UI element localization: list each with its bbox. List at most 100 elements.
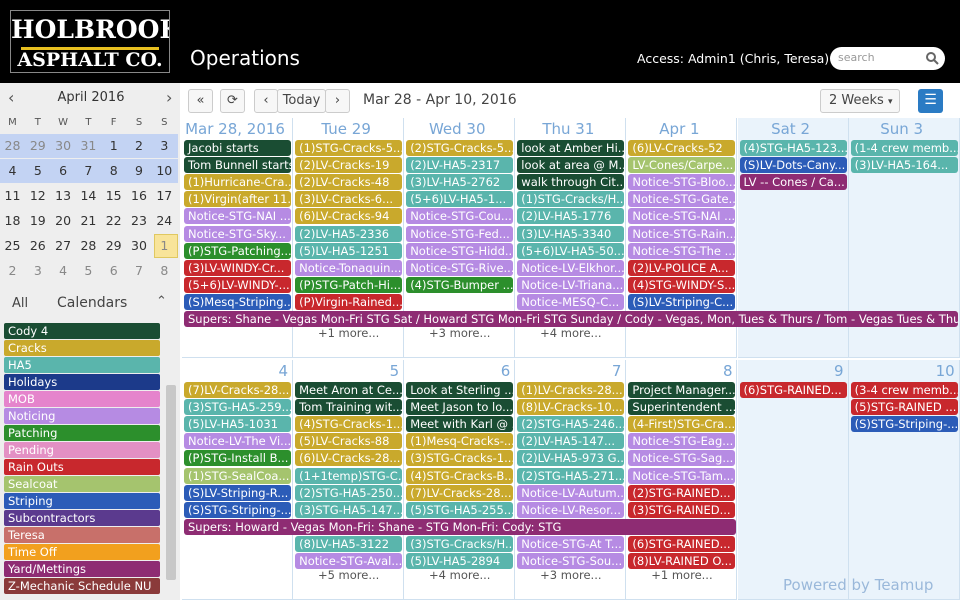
- mini-day[interactable]: 13: [55, 188, 72, 203]
- event[interactable]: (5)LV-HA5-1031: [184, 416, 292, 433]
- mini-day[interactable]: 2: [8, 263, 17, 278]
- event[interactable]: Meet with Karl @ ...: [406, 416, 514, 433]
- event[interactable]: (3)LV-WINDY-Cr...: [184, 259, 292, 276]
- event[interactable]: (P)STG-Patch-Hi...: [295, 276, 403, 293]
- more-link[interactable]: +4 more...: [429, 568, 491, 583]
- event[interactable]: (8)LV-Cracks-10...: [517, 399, 625, 416]
- event[interactable]: LV -- Cones / Ca...: [739, 174, 847, 191]
- mini-day[interactable]: 3: [33, 263, 42, 278]
- calendar-item[interactable]: Subcontractors: [4, 510, 160, 526]
- event[interactable]: (6)STG-RAINED...: [628, 535, 736, 552]
- event[interactable]: (S)Mesq-Striping...: [184, 293, 292, 310]
- event[interactable]: (1)STG-SealCoa...: [184, 467, 292, 484]
- event[interactable]: (P)Virgin-Rained...: [295, 293, 403, 310]
- mini-day[interactable]: 1: [109, 138, 118, 153]
- event[interactable]: Notice-STG-Sky...: [184, 225, 292, 242]
- event[interactable]: (4)STG-WINDY-S...: [628, 276, 736, 293]
- event[interactable]: (3)LV-HA5-3340: [517, 225, 625, 242]
- event[interactable]: walk through Cit...: [517, 174, 625, 191]
- more-link[interactable]: +1 more...: [317, 326, 380, 341]
- mini-day[interactable]: 27: [55, 238, 72, 253]
- event[interactable]: (1-4 crew memb...: [850, 140, 958, 156]
- event[interactable]: Notice-STG-Bloo...: [628, 174, 736, 191]
- event[interactable]: (5+6)LV-HA5-1...: [406, 191, 514, 208]
- view-select[interactable]: 2 Weeks ▾: [820, 89, 900, 113]
- mini-day[interactable]: 22: [105, 213, 122, 228]
- event[interactable]: (1)STG-Cracks-5...: [295, 140, 403, 156]
- mini-day[interactable]: 3: [160, 138, 169, 153]
- event[interactable]: (1)Virgin(after 11...: [184, 191, 292, 208]
- mini-day[interactable]: 4: [59, 263, 68, 278]
- event[interactable]: Look at Sterling ...: [406, 382, 514, 398]
- event[interactable]: (2)STG-Cracks-5...: [406, 140, 514, 156]
- calendar-item[interactable]: Holidays: [4, 374, 160, 390]
- event[interactable]: (4)STG-HA5-123...: [739, 140, 847, 156]
- event[interactable]: Notice-STG-Tam...: [628, 467, 736, 484]
- mini-day[interactable]: 17: [156, 188, 173, 203]
- event[interactable]: (5)LV-HA5-2894: [406, 553, 514, 569]
- event[interactable]: Meet Jason to lo...: [406, 399, 514, 416]
- next-month[interactable]: ›: [166, 88, 173, 107]
- event[interactable]: (1+1temp)STG-C...: [295, 467, 403, 484]
- calendars-all[interactable]: All: [12, 296, 29, 311]
- event[interactable]: Notice-STG-Rive...: [406, 259, 514, 276]
- event[interactable]: (4-First)STG-Cra...: [628, 416, 736, 433]
- event[interactable]: Meet Aron at Ce...: [295, 382, 403, 398]
- event[interactable]: (8)LV-RAINED O...: [628, 553, 736, 569]
- mini-day[interactable]: 23: [131, 213, 147, 228]
- event[interactable]: Notice-LV-The Vi...: [184, 433, 292, 450]
- event[interactable]: (S)LV-Striping-R...: [184, 484, 292, 501]
- event[interactable]: (1)Mesq-Cracks-...: [406, 433, 514, 450]
- event[interactable]: Notice-STG-Sag...: [628, 450, 736, 467]
- event[interactable]: (1)STG-Cracks/H...: [517, 191, 625, 208]
- calendar-item[interactable]: Cracks: [4, 340, 160, 356]
- event[interactable]: Notice-STG-Cou...: [406, 208, 514, 225]
- calendar-item[interactable]: Cody 4: [4, 323, 160, 339]
- event[interactable]: (2)LV-Cracks-19: [295, 157, 403, 174]
- mini-day[interactable]: 1: [160, 238, 169, 253]
- calendar-item[interactable]: Striping: [4, 493, 160, 509]
- calendar-item[interactable]: Pending: [4, 442, 160, 458]
- event[interactable]: Notice-STG-At T...: [517, 535, 625, 552]
- event[interactable]: Notice-MESQ-C...: [517, 293, 625, 310]
- mini-day[interactable]: 8: [160, 263, 169, 278]
- mini-day[interactable]: 18: [4, 213, 21, 228]
- event[interactable]: Notice-STG-NAI ...: [184, 208, 292, 225]
- event[interactable]: Notice-STG-Eag...: [628, 433, 736, 450]
- more-link[interactable]: +1 more...: [651, 568, 713, 583]
- calendar-item[interactable]: Z-Mechanic Schedule NU: [4, 578, 160, 594]
- mini-day[interactable]: 21: [80, 213, 97, 228]
- event[interactable]: (3)STG-HA5-259...: [184, 399, 292, 416]
- mini-day[interactable]: 5: [84, 263, 93, 278]
- event[interactable]: (5+6)LV-WINDY-...: [184, 276, 292, 293]
- span-event[interactable]: Supers: Howard - Vegas Mon-Fri: Shane - …: [184, 518, 736, 535]
- event[interactable]: Notice-STG-Gate...: [628, 191, 736, 208]
- event[interactable]: (P)STG-Patching...: [184, 242, 292, 259]
- event[interactable]: (3)LV-Cracks-6...: [295, 191, 403, 208]
- calendar-item[interactable]: Yard/Mettings: [4, 561, 160, 577]
- event[interactable]: (P)STG-Install B...: [184, 450, 292, 467]
- event[interactable]: Jacobi starts: [184, 140, 292, 156]
- refresh[interactable]: ⟳: [220, 89, 245, 113]
- mini-day[interactable]: 10: [156, 163, 173, 178]
- mini-day[interactable]: 30: [131, 238, 147, 253]
- mini-day[interactable]: 9: [135, 163, 143, 178]
- mini-day[interactable]: 28: [4, 138, 21, 153]
- event[interactable]: (2)LV-HA5-147...: [517, 433, 625, 450]
- event[interactable]: (3)STG-Cracks/H...: [406, 535, 514, 552]
- event[interactable]: (4)STG-Cracks-B...: [406, 467, 514, 484]
- event[interactable]: (5)STG-RAINED ...: [850, 399, 958, 416]
- calendar-item[interactable]: HA5: [4, 357, 160, 373]
- mini-day[interactable]: 29: [105, 238, 122, 253]
- more-link[interactable]: +3 more...: [540, 568, 602, 583]
- event[interactable]: Notice-Tonaquin...: [295, 259, 403, 276]
- event[interactable]: look at Amber Hi...: [517, 140, 625, 156]
- menu-button[interactable]: ☰: [918, 89, 943, 113]
- event[interactable]: Notice-STG-Hidd...: [406, 242, 514, 259]
- mini-day[interactable]: 15: [105, 188, 122, 203]
- event[interactable]: (2)LV-HA5-973 G...: [517, 450, 625, 467]
- mini-day[interactable]: 24: [156, 213, 173, 228]
- event[interactable]: (2)LV-Cracks-48: [295, 174, 403, 191]
- mini-day[interactable]: 29: [29, 138, 46, 153]
- mini-day[interactable]: 12: [29, 188, 46, 203]
